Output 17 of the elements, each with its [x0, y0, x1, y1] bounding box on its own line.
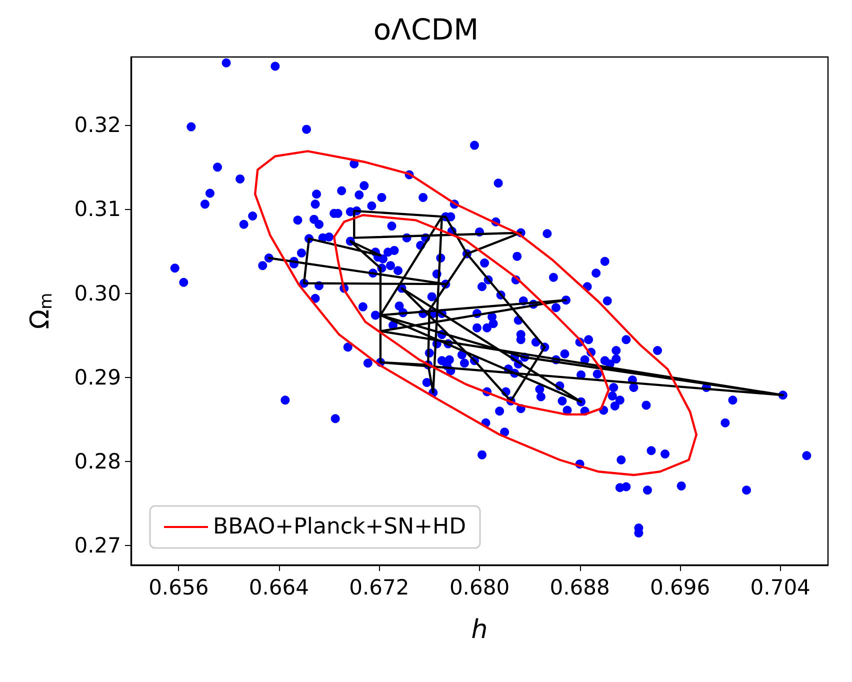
y-tick-label: 0.29: [74, 365, 121, 390]
x-tick-label: 0.672: [349, 576, 410, 600]
x-tick-label: 0.696: [650, 576, 710, 600]
x-tick-label: 0.656: [148, 576, 209, 600]
legend-label: BBAO+Planck+SN+HD: [213, 514, 466, 540]
x-tick-label: 0.664: [248, 576, 309, 600]
y-tick-label: 0.32: [74, 113, 121, 138]
x-tick-label: 0.688: [550, 576, 610, 600]
y-tick-label: 0.31: [74, 197, 121, 222]
y-tick-label: 0.28: [74, 450, 121, 474]
x-tick-label: 0.704: [750, 576, 810, 600]
x-axis-title: h: [471, 615, 488, 645]
chart-title: oΛCDM: [373, 12, 479, 46]
x-tick-label: 0.680: [449, 576, 510, 600]
y-tick-label: 0.30: [74, 281, 121, 306]
y-tick-label: 0.27: [74, 534, 121, 558]
y-axis-title: Ωm: [26, 292, 56, 330]
